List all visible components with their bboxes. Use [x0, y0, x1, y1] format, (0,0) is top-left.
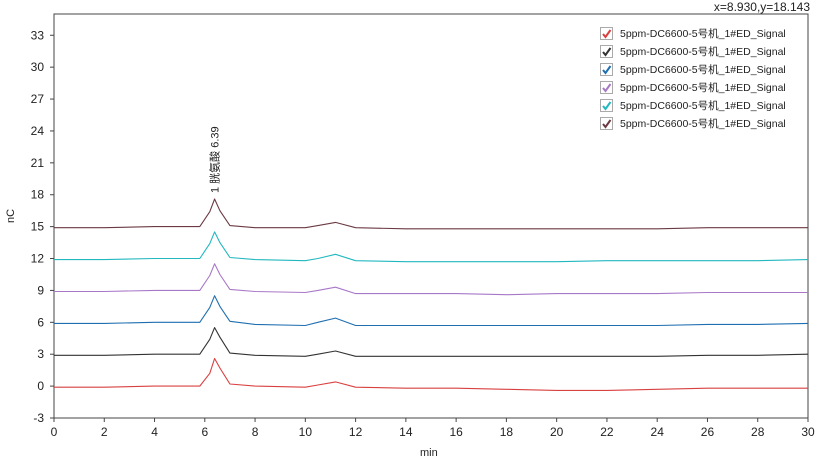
- peak-annotation: 1 胱氨酸 6.39: [208, 126, 222, 193]
- series-line-6: [54, 198, 808, 230]
- x-tick-label-8: 16: [449, 425, 463, 439]
- x-tick-label-9: 18: [500, 425, 514, 439]
- y-tick-label-1: 0: [37, 379, 44, 393]
- legend-label-2: 5ppm-DC6600-5号机_1#ED_Signal: [620, 45, 786, 58]
- x-tick-label-3: 6: [201, 425, 208, 439]
- legend-checkbox-3[interactable]: [600, 62, 613, 76]
- legend-item-6[interactable]: 5ppm-DC6600-5号机_1#ED_Signal: [600, 114, 812, 132]
- legend-checkbox-5[interactable]: [600, 98, 613, 112]
- series-line-3: [54, 295, 809, 327]
- legend-label-5: 5ppm-DC6600-5号机_1#ED_Signal: [620, 99, 786, 112]
- legend: 5ppm-DC6600-5号机_1#ED_Signal 5ppm-DC6600-…: [600, 24, 812, 132]
- x-tick-label-7: 14: [399, 425, 413, 439]
- legend-checkbox-1[interactable]: [600, 26, 613, 40]
- y-tick-label-8: 21: [31, 156, 45, 170]
- legend-item-5[interactable]: 5ppm-DC6600-5号机_1#ED_Signal: [600, 96, 812, 114]
- legend-item-4[interactable]: 5ppm-DC6600-5号机_1#ED_Signal: [600, 78, 812, 96]
- series-line-4: [54, 263, 808, 296]
- y-tick-label-4: 9: [37, 283, 44, 297]
- legend-label-4: 5ppm-DC6600-5号机_1#ED_Signal: [620, 81, 786, 94]
- x-tick-label-10: 20: [550, 425, 564, 439]
- y-tick-label-9: 24: [31, 124, 45, 138]
- x-tick-label-0: 0: [51, 425, 58, 439]
- y-tick-label-2: 3: [37, 347, 44, 361]
- x-tick-label-12: 24: [651, 425, 665, 439]
- y-tick-label-7: 18: [31, 188, 45, 202]
- y-tick-label-0: -3: [33, 411, 44, 425]
- legend-checkbox-4[interactable]: [600, 80, 613, 94]
- legend-label-1: 5ppm-DC6600-5号机_1#ED_Signal: [620, 27, 786, 40]
- y-tick-label-3: 6: [37, 315, 44, 329]
- legend-checkbox-6[interactable]: [600, 116, 613, 130]
- x-tick-label-2: 4: [151, 425, 158, 439]
- x-tick-label-13: 26: [701, 425, 715, 439]
- legend-label-6: 5ppm-DC6600-5号机_1#ED_Signal: [620, 117, 786, 130]
- series-line-1: [54, 357, 808, 391]
- x-tick-label-4: 8: [252, 425, 259, 439]
- legend-item-1[interactable]: 5ppm-DC6600-5号机_1#ED_Signal: [600, 24, 812, 42]
- y-tick-label-10: 27: [31, 92, 45, 106]
- x-axis-label: min: [420, 447, 438, 459]
- legend-checkbox-2[interactable]: [600, 44, 613, 58]
- x-tick-label-5: 10: [299, 425, 313, 439]
- x-tick-label-14: 28: [751, 425, 765, 439]
- y-axis-label: nC: [5, 208, 18, 224]
- series-line-5: [54, 231, 809, 263]
- y-tick-label-6: 15: [31, 220, 45, 234]
- x-tick-label-6: 12: [349, 425, 363, 439]
- legend-item-2[interactable]: 5ppm-DC6600-5号机_1#ED_Signal: [600, 42, 812, 60]
- y-tick-label-5: 12: [31, 252, 45, 266]
- plot-frame: [53, 13, 809, 419]
- y-tick-label-11: 30: [31, 60, 45, 74]
- x-tick-label-15: 30: [801, 425, 815, 439]
- series-line-2: [54, 327, 809, 357]
- legend-item-3[interactable]: 5ppm-DC6600-5号机_1#ED_Signal: [600, 60, 812, 78]
- coordinate-readout: x=8.930,y=18.143: [713, 0, 810, 14]
- y-tick-label-12: 33: [31, 28, 45, 42]
- legend-label-3: 5ppm-DC6600-5号机_1#ED_Signal: [620, 63, 786, 76]
- x-tick-label-1: 2: [101, 425, 108, 439]
- x-tick-label-11: 22: [600, 425, 614, 439]
